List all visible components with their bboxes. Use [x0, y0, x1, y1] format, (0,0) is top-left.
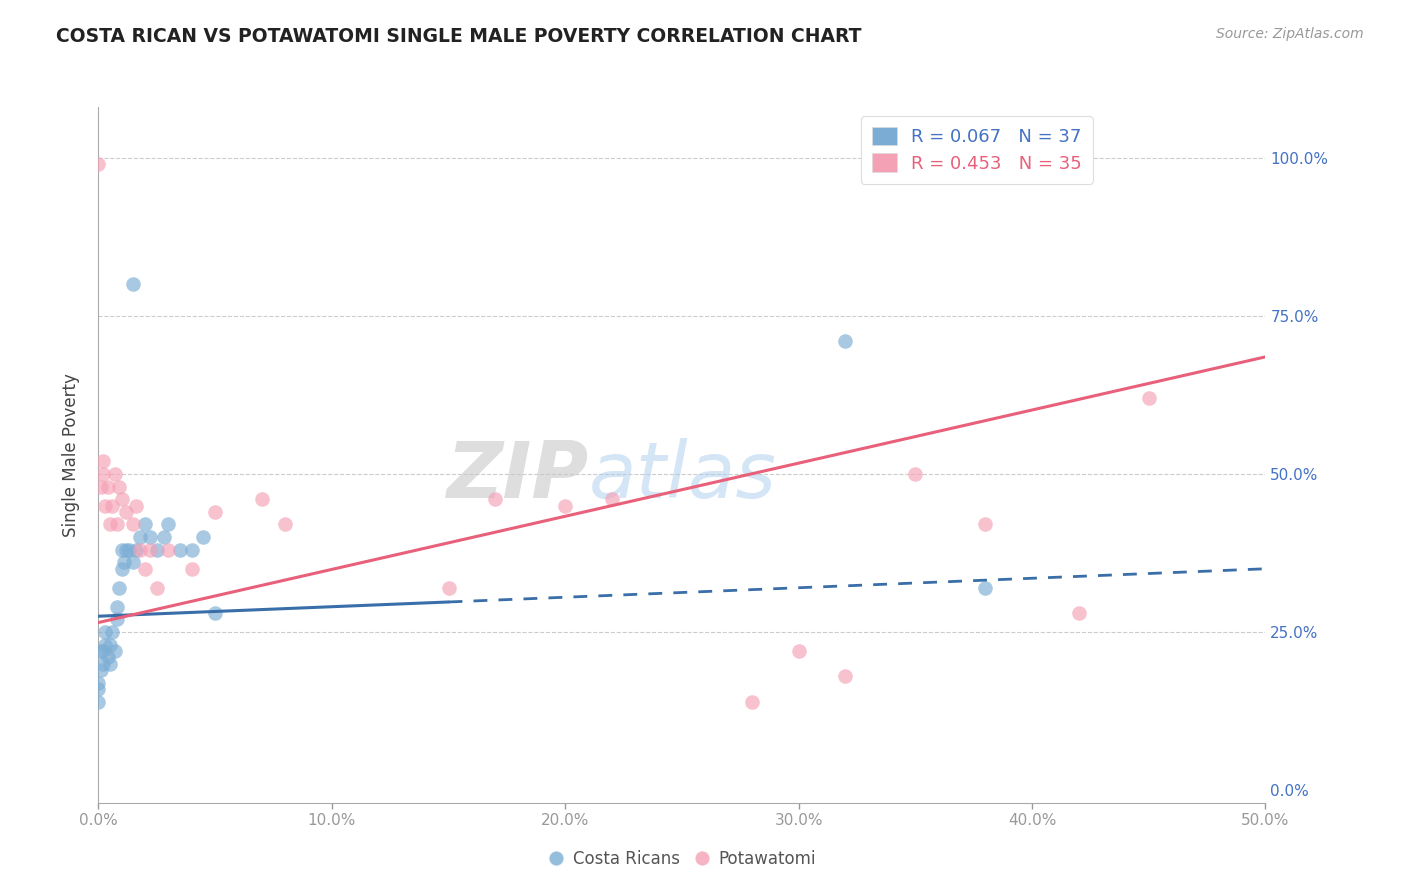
Point — [105, 599, 128, 614]
Point — [98, 638, 121, 652]
Point — [115, 542, 138, 557]
Point — [108, 479, 131, 493]
Point — [157, 542, 180, 557]
Point — [125, 499, 148, 513]
Point — [101, 499, 124, 513]
Point — [87, 675, 110, 690]
Text: ZIP: ZIP — [446, 438, 589, 514]
Text: Source: ZipAtlas.com: Source: ZipAtlas.com — [1216, 27, 1364, 41]
Point — [554, 499, 576, 513]
Point — [87, 157, 110, 171]
Point — [129, 530, 152, 544]
Point — [193, 530, 215, 544]
Point — [834, 334, 856, 348]
Point — [91, 454, 114, 468]
Point — [437, 581, 460, 595]
Point — [1137, 391, 1160, 405]
Point — [97, 650, 120, 665]
Point — [91, 657, 114, 671]
Point — [834, 669, 856, 683]
Point — [157, 517, 180, 532]
Point — [87, 681, 110, 696]
Point — [112, 556, 135, 570]
Point — [104, 644, 127, 658]
Point — [134, 562, 156, 576]
Point — [180, 562, 202, 576]
Point — [974, 517, 997, 532]
Y-axis label: Single Male Poverty: Single Male Poverty — [62, 373, 80, 537]
Point — [101, 625, 124, 640]
Point — [204, 606, 226, 620]
Point — [91, 467, 114, 481]
Point — [94, 638, 117, 652]
Point — [741, 695, 763, 709]
Point — [974, 581, 997, 595]
Text: COSTA RICAN VS POTAWATOMI SINGLE MALE POVERTY CORRELATION CHART: COSTA RICAN VS POTAWATOMI SINGLE MALE PO… — [56, 27, 862, 45]
Point — [204, 505, 226, 519]
Point — [111, 492, 134, 507]
Point — [118, 542, 141, 557]
Point — [90, 479, 112, 493]
Point — [1067, 606, 1090, 620]
Point — [90, 663, 112, 677]
Text: atlas: atlas — [589, 438, 776, 514]
Point — [111, 562, 134, 576]
Point — [105, 517, 128, 532]
Point — [152, 530, 174, 544]
Point — [104, 467, 127, 481]
Point — [139, 530, 162, 544]
Point — [97, 479, 120, 493]
Point — [134, 517, 156, 532]
Point — [91, 644, 114, 658]
Point — [87, 695, 110, 709]
Point — [904, 467, 927, 481]
Point — [122, 277, 145, 292]
Point — [600, 492, 623, 507]
Point — [108, 581, 131, 595]
Point — [169, 542, 191, 557]
Point — [787, 644, 810, 658]
Point — [122, 517, 145, 532]
Point — [129, 542, 152, 557]
Point — [250, 492, 273, 507]
Point — [122, 556, 145, 570]
Point — [94, 499, 117, 513]
Point — [105, 612, 128, 626]
Legend: Costa Ricans, Potawatomi: Costa Ricans, Potawatomi — [541, 843, 823, 874]
Point — [484, 492, 506, 507]
Point — [98, 657, 121, 671]
Point — [125, 542, 148, 557]
Point — [146, 542, 169, 557]
Point — [98, 517, 121, 532]
Point — [90, 644, 112, 658]
Point — [146, 581, 169, 595]
Point — [115, 505, 138, 519]
Point — [111, 542, 134, 557]
Point — [94, 625, 117, 640]
Point — [274, 517, 297, 532]
Point — [139, 542, 162, 557]
Point — [180, 542, 202, 557]
